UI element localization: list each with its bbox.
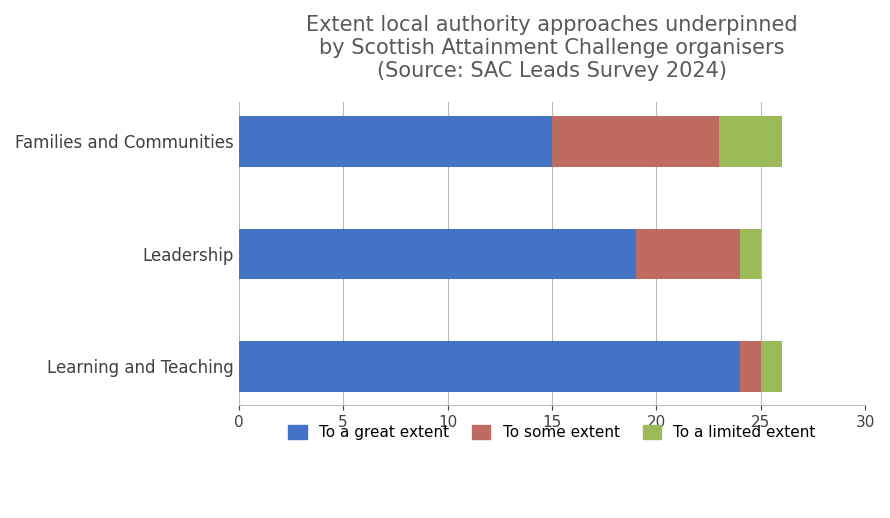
Bar [719, 116, 781, 167]
Bar [740, 228, 761, 279]
Bar [239, 228, 635, 279]
Bar [239, 341, 740, 392]
Legend: To a great extent, To some extent, To a limited extent: To a great extent, To some extent, To a … [282, 419, 821, 446]
Bar [239, 116, 552, 167]
Title: Extent local authority approaches underpinned
by Scottish Attainment Challenge o: Extent local authority approaches underp… [306, 15, 797, 81]
Bar [635, 228, 740, 279]
Bar [552, 116, 719, 167]
Bar [740, 341, 761, 392]
Bar [761, 341, 781, 392]
